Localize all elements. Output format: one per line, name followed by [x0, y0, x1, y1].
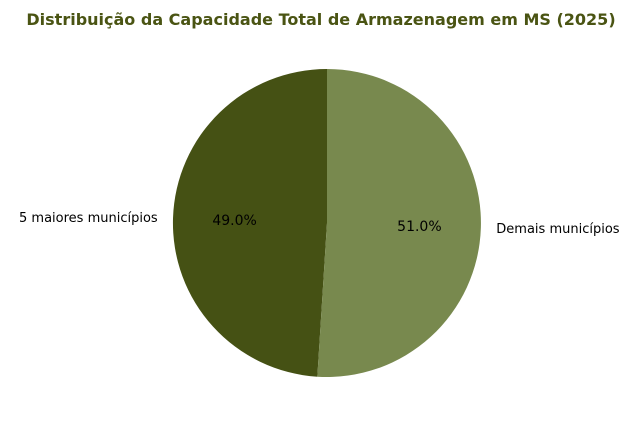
pie-slice-1 — [317, 69, 481, 377]
pie-slice-percentage-other-municipalities: 51.0% — [397, 219, 441, 235]
pie-slice-label-largest-municipalities: 5 maiores municípios — [19, 211, 158, 226]
pie-slice-percentage-largest-municipalities: 49.0% — [212, 213, 256, 229]
pie-slice-label-other-municipalities: Demais municípios — [496, 222, 619, 237]
pie-wedges — [172, 68, 481, 377]
pie-slice-0 — [172, 68, 327, 377]
chart-title: Distribuição da Capacidade Total de Arma… — [26, 10, 616, 29]
